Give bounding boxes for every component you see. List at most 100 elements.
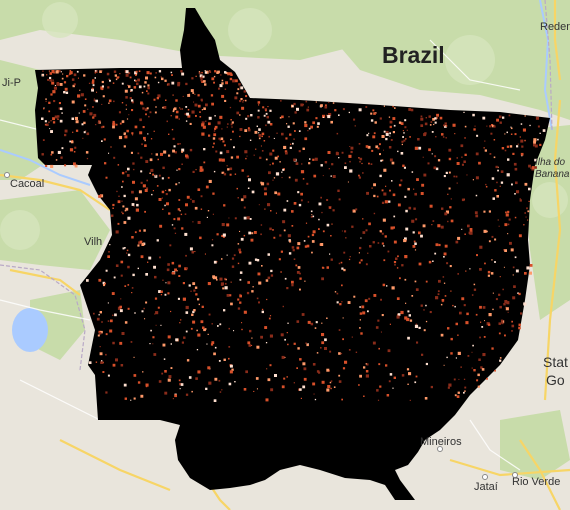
hotspot-pixel [102, 361, 104, 364]
hotspot-pixel [181, 227, 184, 230]
hotspot-pixel [287, 234, 291, 238]
hotspot-pixel [265, 398, 269, 402]
hotspot-pixel [372, 109, 375, 112]
hotspot-pixel [389, 158, 393, 162]
hotspot-pixel [143, 229, 146, 232]
hotspot-pixel [137, 244, 140, 247]
hotspot-pixel [226, 165, 228, 167]
hotspot-pixel [201, 71, 203, 74]
hotspot-pixel [312, 363, 316, 366]
hotspot-pixel [365, 229, 368, 232]
hotspot-pixel [228, 217, 230, 219]
hotspot-pixel [253, 231, 257, 234]
hotspot-pixel [151, 153, 153, 155]
hotspot-pixel [418, 326, 421, 329]
hotspot-pixel [268, 135, 270, 138]
hotspot-pixel [185, 267, 188, 270]
hotspot-pixel [181, 108, 183, 110]
hotspot-pixel [98, 330, 102, 334]
hotspot-pixel [364, 299, 368, 303]
hotspot-pixel [499, 357, 502, 359]
hotspot-pixel [96, 91, 98, 93]
hotspot-pixel [131, 109, 134, 112]
hotspot-pixel [512, 296, 516, 300]
hotspot-pixel [145, 273, 148, 276]
hotspot-pixel [302, 385, 306, 389]
data-overlay-region[interactable] [35, 8, 550, 500]
hotspot-pixel [213, 170, 216, 173]
hotspot-pixel [457, 391, 460, 394]
hotspot-pixel [212, 146, 214, 148]
hotspot-pixel [446, 356, 448, 359]
hotspot-pixel [281, 115, 284, 119]
hotspot-pixel [172, 110, 175, 113]
hotspot-pixel [148, 256, 152, 260]
hotspot-pixel [231, 368, 234, 371]
hotspot-pixel [422, 224, 426, 228]
hotspot-pixel [425, 304, 427, 307]
hotspot-pixel [205, 70, 209, 74]
hotspot-pixel [498, 332, 501, 335]
hotspot-pixel [389, 189, 391, 192]
hotspot-pixel [154, 275, 157, 279]
hotspot-pixel [224, 277, 227, 281]
hotspot-pixel [56, 82, 60, 86]
hotspot-pixel [237, 262, 240, 265]
hotspot-pixel [194, 93, 196, 95]
hotspot-pixel [471, 367, 473, 369]
hotspot-pixel [196, 329, 198, 332]
hotspot-pixel [84, 104, 87, 107]
hotspot-pixel [281, 171, 283, 173]
hotspot-pixel [138, 70, 141, 72]
hotspot-pixel [298, 150, 301, 153]
hotspot-pixel [98, 278, 102, 282]
hotspot-pixel [272, 162, 274, 165]
hotspot-pixel [286, 376, 288, 378]
hotspot-pixel [204, 253, 206, 255]
hotspot-pixel [262, 106, 265, 109]
hotspot-pixel [168, 212, 171, 215]
hotspot-pixel [150, 168, 154, 172]
hotspot-pixel [82, 110, 86, 113]
hotspot-pixel [197, 94, 200, 97]
hotspot-pixel [368, 297, 371, 300]
hotspot-pixel [300, 199, 303, 202]
hotspot-pixel [519, 198, 521, 200]
hotspot-pixel [414, 242, 417, 245]
hotspot-pixel [448, 187, 451, 190]
hotspot-pixel [448, 148, 452, 152]
rivers [0, 0, 553, 186]
hotspot-pixel [213, 81, 215, 84]
hotspot-pixel [200, 320, 204, 324]
hotspot-pixel [113, 70, 117, 73]
hotspot-pixel [151, 193, 153, 196]
hotspot-pixel [242, 101, 244, 103]
hotspot-pixel [459, 311, 462, 315]
hotspot-pixel [267, 253, 270, 256]
hotspot-pixel [429, 311, 432, 314]
hotspot-pixel [402, 164, 405, 167]
hotspot-pixel [473, 128, 476, 131]
hotspot-pixel [59, 119, 63, 123]
hotspot-pixel [292, 249, 295, 252]
hotspot-pixel [229, 370, 233, 374]
hotspot-pixel [393, 215, 396, 218]
place-label-jatai: Jataí [474, 481, 498, 493]
hotspot-pixel [408, 206, 412, 210]
hotspot-pixel [504, 249, 507, 252]
place-label-vilhena: Vilh [84, 236, 102, 248]
hotspot-pixel [396, 267, 399, 269]
hotspot-pixel [503, 266, 505, 268]
hotspot-pixel [282, 168, 285, 171]
hotspot-pixel [542, 129, 546, 132]
hotspot-pixel [167, 281, 171, 285]
hotspot-pixel [201, 80, 204, 83]
hotspot-pixel [313, 174, 317, 178]
hotspot-pixel [224, 282, 227, 285]
hotspot-pixel [190, 89, 194, 93]
hotspot-pixel [292, 105, 294, 107]
hotspot-pixel [154, 111, 157, 114]
hotspot-pixel [300, 192, 303, 196]
hotspot-pixel [340, 352, 343, 355]
